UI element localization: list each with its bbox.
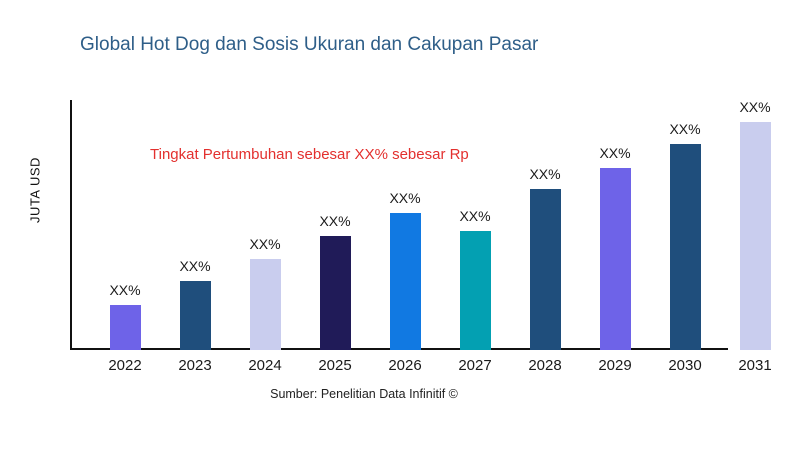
- bar-value-label-2024: XX%: [249, 236, 281, 252]
- x-tick-label-2029: 2029: [598, 357, 632, 374]
- bar-2030: [669, 144, 701, 350]
- x-tick-label-2028: 2028: [528, 357, 562, 374]
- bar-2031: [739, 122, 771, 350]
- y-axis-line: [70, 100, 72, 350]
- growth-annotation: Tingkat Pertumbuhan sebesar XX% sebesar …: [150, 146, 469, 163]
- bar-value-label-2030: XX%: [669, 121, 701, 137]
- bar-2024: [249, 259, 281, 350]
- bar-value-label-2027: XX%: [459, 208, 491, 224]
- x-tick-label-2027: 2027: [458, 357, 492, 374]
- bar-2027: [459, 231, 491, 350]
- bar-2022: [109, 305, 141, 350]
- bar-2026: [389, 213, 421, 350]
- chart-title: Global Hot Dog dan Sosis Ukuran dan Caku…: [80, 34, 539, 55]
- bar-2029: [599, 168, 631, 350]
- x-tick-label-2030: 2030: [668, 357, 702, 374]
- bar-value-label-2028: XX%: [529, 166, 561, 182]
- bar-value-label-2022: XX%: [109, 282, 141, 298]
- x-tick-label-2031: 2031: [738, 357, 772, 374]
- bar-2023: [179, 281, 211, 350]
- bar-value-label-2023: XX%: [179, 258, 211, 274]
- bar-value-label-2029: XX%: [599, 145, 631, 161]
- source-note: Sumber: Penelitian Data Infinitif ©: [270, 387, 458, 401]
- bar-2028: [529, 189, 561, 350]
- bar-value-label-2031: XX%: [739, 99, 771, 115]
- x-tick-label-2022: 2022: [108, 357, 142, 374]
- y-axis-label: JUTA USD: [27, 157, 43, 223]
- x-tick-label-2023: 2023: [178, 357, 212, 374]
- bar-value-label-2026: XX%: [389, 190, 421, 206]
- x-tick-label-2026: 2026: [388, 357, 422, 374]
- x-tick-label-2025: 2025: [318, 357, 352, 374]
- x-tick-label-2024: 2024: [248, 357, 282, 374]
- bar-2025: [319, 236, 351, 350]
- bar-value-label-2025: XX%: [319, 213, 351, 229]
